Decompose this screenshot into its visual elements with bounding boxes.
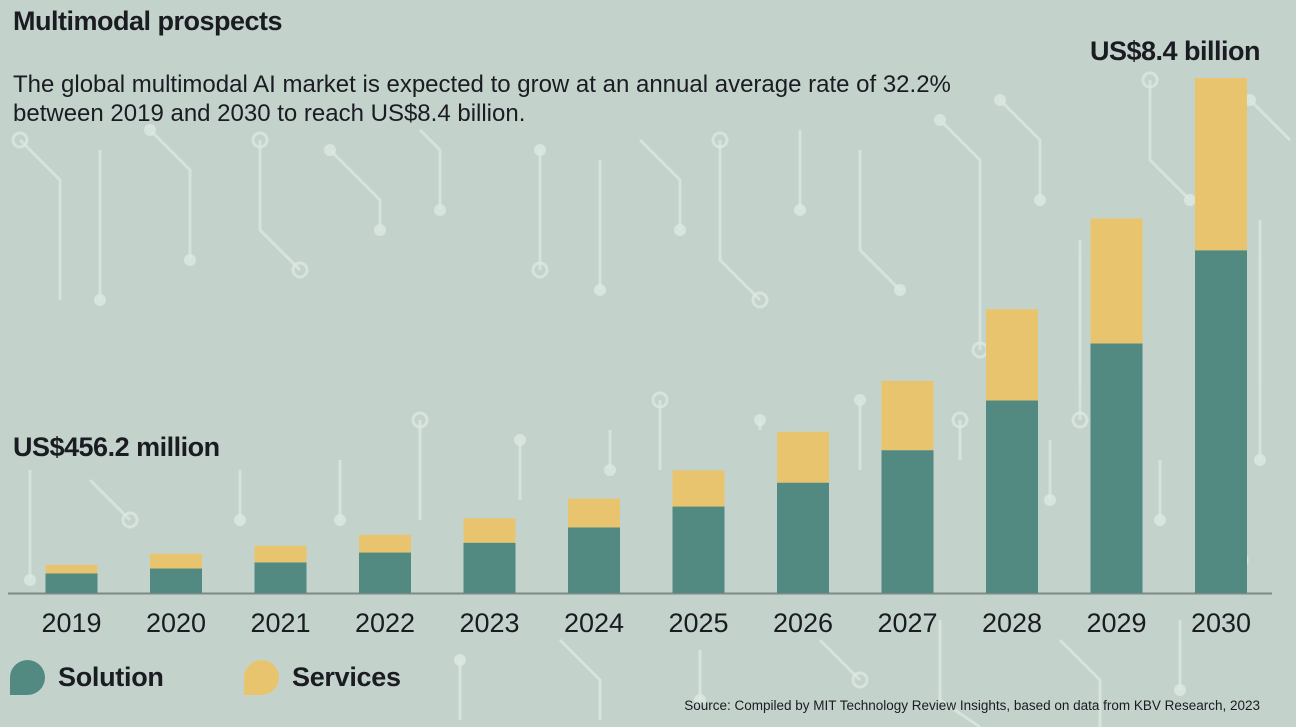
bar-solution-2023 [463,542,516,593]
legend-swatch-solution [10,660,45,695]
x-tick-label-2023: 2023 [459,608,519,638]
x-tick-label-2022: 2022 [355,608,415,638]
bar-solution-2030 [1195,250,1247,593]
legend-item-solution: Solution [10,660,164,695]
legend-label-services: Services [292,662,401,692]
bar-services-2019 [45,564,98,574]
bar-solution-2024 [568,527,620,593]
bar-services-2022 [359,534,411,553]
bar-solution-2026 [777,482,829,593]
bar-services-2027 [881,380,934,451]
bar-solution-2028 [986,400,1038,593]
start-value-annotation: US$456.2 million [13,432,220,462]
chart-title: Multimodal prospects [13,6,283,36]
x-tick-label-2019: 2019 [41,608,101,638]
x-tick-label-2025: 2025 [668,608,728,638]
legend-label-solution: Solution [58,662,164,692]
bar-services-2026 [777,431,829,483]
bar-services-2021 [254,545,307,563]
chart-subtitle: The global multimodal AI market is expec… [13,71,951,127]
bar-services-2024 [568,498,620,528]
x-tick-label-2029: 2029 [1086,608,1146,638]
legend-swatch-services [244,660,279,695]
bar-solution-2019 [45,573,98,593]
x-tick-label-2026: 2026 [773,608,833,638]
bar-services-2025 [672,470,725,507]
x-tick-label-2020: 2020 [146,608,206,638]
bar-solution-2027 [881,450,934,593]
bar-services-2020 [150,553,202,569]
bar-solution-2021 [254,562,307,593]
source-note: Source: Compiled by MIT Technology Revie… [684,698,1260,713]
x-tick-label-2021: 2021 [250,608,310,638]
bar-services-2030 [1195,78,1247,251]
bar-solution-2025 [672,506,725,593]
legend-item-services: Services [244,660,401,695]
bar-services-2029 [1090,218,1143,344]
x-tick-label-2027: 2027 [877,608,937,638]
x-tick-label-2030: 2030 [1191,608,1251,638]
end-value-annotation: US$8.4 billion [1090,36,1261,66]
bar-services-2023 [463,518,516,543]
x-tick-label-2024: 2024 [564,608,624,638]
bar-services-2028 [986,309,1038,401]
x-tick-label-2028: 2028 [982,608,1042,638]
bar-solution-2022 [359,552,411,593]
bar-solution-2029 [1090,343,1143,593]
bar-solution-2020 [150,568,202,593]
